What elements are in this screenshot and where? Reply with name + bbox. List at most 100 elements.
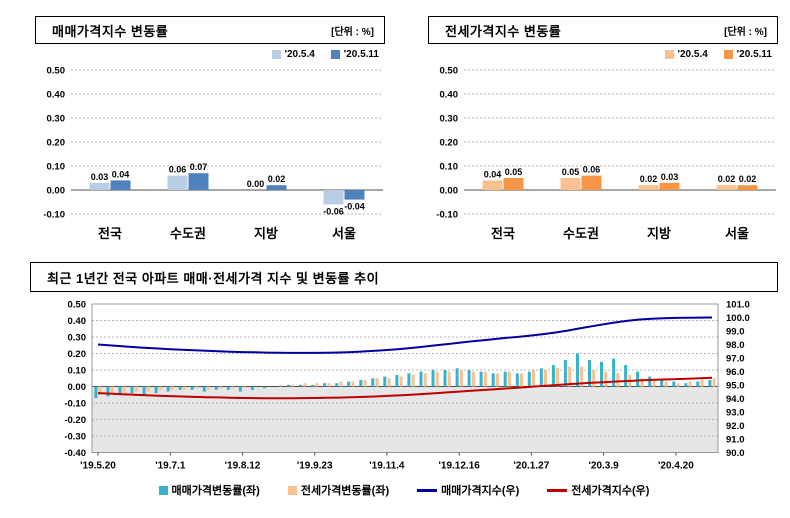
left-axis-label: -0.30 <box>64 432 86 443</box>
category-label: 전국 <box>98 226 122 241</box>
y-axis-label: -0.10 <box>43 210 65 221</box>
y-axis-label: 0.50 <box>47 66 66 77</box>
category-label: 지방 <box>254 226 278 241</box>
legend-item: '20.5.4 <box>271 49 315 60</box>
y-axis-label: 0.30 <box>47 114 66 125</box>
right-axis-label: 98.0 <box>726 340 745 351</box>
right-axis-label: 91.0 <box>726 435 745 446</box>
category-label: 수도권 <box>563 226 599 241</box>
right-axis-label: 97.0 <box>726 354 745 365</box>
y-axis-label: 0.00 <box>440 186 459 197</box>
left-axis-label: 0.30 <box>68 333 87 344</box>
bar <box>716 185 737 190</box>
sales-index-line <box>97 316 713 354</box>
right-axis-label: 99.0 <box>726 327 745 338</box>
right-axis-label: 90.0 <box>726 448 745 459</box>
trend-panel: 최근 1년간 전국 아파트 매매·전세가격 지수 및 변동률 추이 0.50 0.… <box>30 262 778 498</box>
bar <box>659 182 680 190</box>
legend-item: 전세가격지수(우) <box>547 482 649 498</box>
bar <box>110 180 131 190</box>
jeonse-change-bar-label: 전세가격변동률(좌) <box>300 485 390 497</box>
bar <box>344 190 365 200</box>
legend-item: 매매가격변동률(좌) <box>158 482 260 498</box>
right-axis-label: 100.0 <box>726 313 750 324</box>
sales-index-line-swatch <box>417 488 438 492</box>
sales-bar-chart: 0.50 0.40 0.30 0.20 0.10 0.00 -0.10 전국 0.03 0.04 수… <box>35 64 385 252</box>
sales-series2-label: '20.5.11 <box>343 49 379 60</box>
y-axis-label: 0.50 <box>440 66 459 77</box>
right-axis-label: 93.0 <box>726 408 745 419</box>
x-axis-label: '19.8.12 <box>225 461 261 472</box>
y-axis-label: 0.40 <box>440 90 459 101</box>
bar <box>266 185 287 190</box>
category-label: 전국 <box>491 226 515 241</box>
y-axis-label: 0.00 <box>47 186 66 197</box>
left-axis-label: 0.40 <box>68 316 87 327</box>
left-axis-label: -0.20 <box>64 415 86 426</box>
legend-item: 전세가격변동률(좌) <box>287 482 390 498</box>
sales-index-line-label: 매매가격지수(우) <box>441 485 520 497</box>
category-label: 지방 <box>647 226 671 241</box>
sales-chart-title: 매매가격지수 변동률 <box>52 23 169 39</box>
bar <box>638 185 659 190</box>
right-axis-label: 94.0 <box>726 394 745 405</box>
bar <box>581 175 602 190</box>
y-axis-label: 0.20 <box>47 138 66 149</box>
bar <box>482 180 503 190</box>
y-axis-label: -0.10 <box>436 210 458 221</box>
jeonse-index-line <box>97 376 713 400</box>
right-axis-label: 101.0 <box>726 300 750 311</box>
bar <box>188 173 209 190</box>
sales-change-bar-swatch <box>158 485 168 495</box>
sales-series1-swatch <box>271 50 281 59</box>
sales-chart-unit-label: [단위 : %] <box>331 26 374 38</box>
sales-change-bars <box>94 353 712 399</box>
trend-chart-title: 최근 1년간 전국 아파트 매매·전세가격 지수 및 변동률 추이 <box>47 270 380 286</box>
y-axis-label: 0.10 <box>440 162 459 173</box>
right-axis-label: 95.0 <box>726 381 745 392</box>
x-axis-label: '19.9.23 <box>297 461 333 472</box>
jeonse-series2-swatch <box>723 50 733 59</box>
combo-chart-svg: 0.50 0.40 0.30 0.20 0.10 0.00 -0.10 -0.20 -0.30 -… <box>64 300 750 472</box>
trend-chart-title-box: 최근 1년간 전국 아파트 매매·전세가격 지수 및 변동률 추이 <box>30 262 778 292</box>
category-label: 서울 <box>332 226 356 241</box>
bar-value-label: 0.04 <box>484 169 502 179</box>
jeonse-series1-swatch <box>664 50 674 59</box>
jeonse-bar-chart: 0.50 0.40 0.30 0.20 0.10 0.00 -0.10 전국 0.04 0.05 수… <box>428 64 778 252</box>
jeonse-change-bars <box>98 366 716 395</box>
jeonse-price-change-panel: 전세가격지수 변동률 [단위 : %] '20.5.4 '20.5.11 0.5… <box>428 16 778 252</box>
bar <box>167 175 188 190</box>
right-axis-label: 92.0 <box>726 421 745 432</box>
bar-chart-svg: 0.50 0.40 0.30 0.20 0.10 0.00 -0.10 전국 0.03 0.04 수… <box>43 66 383 241</box>
bar-value-label: 0.03 <box>91 172 109 182</box>
sales-chart-legend: '20.5.4 '20.5.11 <box>35 47 385 62</box>
x-axis-label: '20.1.27 <box>514 461 550 472</box>
jeonse-chart-legend: '20.5.4 '20.5.11 <box>428 47 778 62</box>
trend-chart-legend: 매매가격변동률(좌) 전세가격변동률(좌) 매매가격지수(우) 전세가격지수(우… <box>30 482 778 498</box>
category-label: 수도권 <box>170 226 206 241</box>
bar-value-label: 0.06 <box>169 165 187 175</box>
legend-item: 매매가격지수(우) <box>417 482 519 498</box>
legend-item: '20.5.4 <box>664 49 708 60</box>
left-axis-label: -0.40 <box>64 448 86 459</box>
legend-item: '20.5.11 <box>330 49 379 60</box>
left-axis-label: -0.10 <box>64 399 86 410</box>
right-axis-label: 96.0 <box>726 367 745 378</box>
jeonse-chart-title-box: 전세가격지수 변동률 [단위 : %] <box>428 16 778 44</box>
bar-value-label: 0.02 <box>739 174 757 184</box>
bar-value-label: 0.04 <box>112 169 130 179</box>
y-axis-label: 0.20 <box>440 138 459 149</box>
x-axis-label: '20.4.20 <box>658 461 694 472</box>
bar <box>737 185 758 190</box>
plot-border <box>91 303 719 453</box>
category-label: 서울 <box>725 226 749 241</box>
left-axis-label: 0.00 <box>68 382 87 393</box>
y-axis-label: 0.30 <box>440 114 459 125</box>
bar <box>560 178 581 190</box>
x-axis-label: '19.12.16 <box>439 461 481 472</box>
bar-value-label: 0.07 <box>190 162 208 172</box>
jeonse-series2-label: '20.5.11 <box>736 49 772 60</box>
x-axis-label: '19.5.20 <box>80 461 116 472</box>
bar-value-label: 0.03 <box>661 172 679 182</box>
